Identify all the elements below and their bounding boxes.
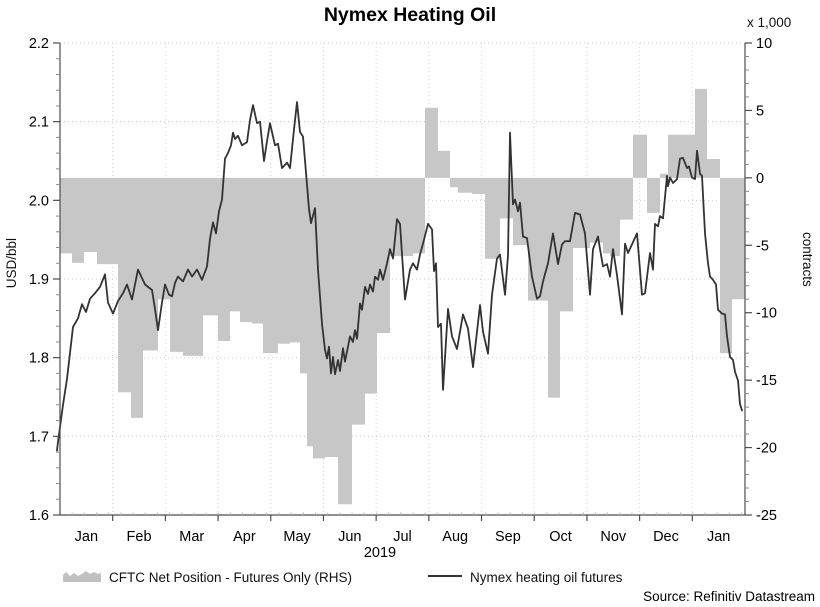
- month-label: Sep: [495, 529, 521, 545]
- left-axis-tick-label: 2.2: [29, 36, 49, 52]
- right-axis-tick-label: -15: [756, 373, 777, 389]
- right-axis-tick-label: -10: [756, 306, 777, 322]
- right-axis-tick-label: -5: [756, 238, 769, 254]
- month-label: Jan: [75, 529, 98, 545]
- right-axis-title: contracts: [800, 232, 815, 287]
- legend-label-cftc: CFTC Net Position - Futures Only (RHS): [109, 569, 353, 585]
- month-label: Apr: [233, 529, 256, 545]
- right-axis-tick-label: -20: [756, 441, 777, 457]
- source-credit: Source: Refinitiv Datastream: [643, 589, 815, 604]
- left-axis-tick-labels: 2.2 2.1 2.0 1.9 1.8 1.7 1.6: [29, 36, 49, 524]
- month-label: Feb: [127, 529, 152, 545]
- legend-label-futures: Nymex heating oil futures: [470, 569, 623, 585]
- heating-oil-futures-line: [56, 101, 743, 452]
- month-label: Aug: [442, 529, 468, 545]
- right-axis-ticks: [745, 42, 752, 516]
- chart-title: Nymex Heating Oil: [323, 4, 497, 26]
- left-axis-tick-label: 1.7: [29, 429, 49, 445]
- month-label: Mar: [179, 529, 204, 545]
- cftc-net-position-area: [60, 88, 745, 505]
- left-axis-ticks: [53, 42, 60, 516]
- month-label: Oct: [549, 529, 572, 545]
- month-label: Nov: [600, 529, 627, 545]
- left-axis-tick-label: 2.0: [29, 193, 49, 209]
- month-label: Jun: [338, 529, 361, 545]
- left-axis-tick-label: 1.9: [29, 272, 49, 288]
- right-axis-tick-label: 5: [756, 103, 764, 119]
- right-axis-tick-label: 10: [756, 36, 772, 52]
- bottom-axis-ticks: [71, 512, 742, 521]
- month-label: Jan: [707, 529, 730, 545]
- month-tick-labels: Jan Feb Mar Apr May Jun Jul Aug Sep Oct Nov Dec Jan: [75, 529, 731, 545]
- month-label: Jul: [393, 529, 412, 545]
- left-axis-tick-label: 2.1: [29, 115, 49, 131]
- right-axis-tick-labels: 10 5 0 -5 -10 -15 -20 -25: [756, 36, 777, 524]
- left-axis-tick-label: 1.6: [29, 508, 49, 524]
- area-swatch-icon: [63, 568, 101, 586]
- right-axis-tick-label: 0: [756, 171, 764, 187]
- legend-item-futures-line: Nymex heating oil futures: [428, 568, 622, 586]
- legend-item-cftc-area: CFTC Net Position - Futures Only (RHS): [63, 568, 352, 586]
- month-label: Dec: [653, 529, 679, 545]
- right-axis-unit-label: x 1,000: [747, 15, 792, 30]
- right-axis-tick-label: -25: [756, 508, 777, 524]
- year-label: 2019: [364, 545, 396, 561]
- left-axis-tick-label: 1.8: [29, 351, 49, 367]
- line-swatch-icon: [428, 568, 462, 586]
- month-label: May: [283, 529, 311, 545]
